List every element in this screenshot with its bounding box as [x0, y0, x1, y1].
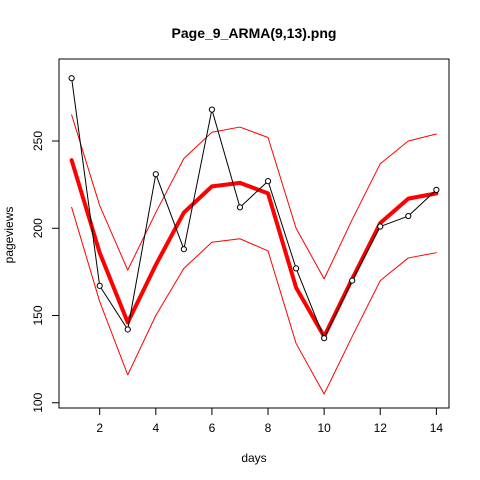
data-point-observed	[292, 265, 300, 272]
data-point-observed	[96, 282, 103, 289]
x-tick-label: 10	[317, 421, 331, 435]
data-point-observed	[433, 186, 440, 193]
data-point-observed	[377, 223, 384, 230]
data-point-observed	[405, 212, 412, 220]
series-line-lower-bound	[71, 206, 437, 395]
data-point-observed	[349, 277, 356, 284]
y-tick-label: 250	[31, 131, 45, 151]
series-line-fitted	[69, 158, 439, 339]
data-point-observed	[208, 106, 216, 113]
data-point-observed	[180, 246, 187, 253]
data-point-observed	[124, 326, 131, 333]
data-point-observed	[321, 335, 328, 342]
data-point-observed	[236, 204, 244, 211]
x-tick-label: 12	[374, 421, 388, 435]
y-tick-label: 200	[31, 218, 45, 238]
data-point-observed	[68, 75, 75, 82]
y-axis-label: pageviews	[2, 207, 16, 264]
x-tick-label: 8	[265, 421, 272, 435]
series-layer	[68, 75, 440, 395]
x-tick-label: 14	[430, 421, 444, 435]
x-tick-label: 2	[96, 421, 103, 435]
data-point-observed	[152, 171, 159, 178]
y-tick-label: 150	[31, 305, 45, 325]
x-tick-label: 6	[209, 421, 216, 435]
chart-title: Page_9_ARMA(9,13).png	[172, 25, 337, 41]
x-axis-label: days	[241, 451, 266, 465]
data-point-observed	[264, 178, 272, 185]
series-line-observed	[71, 77, 437, 339]
y-axis: 100 150 200 250	[31, 131, 60, 413]
x-tick-label: 4	[152, 421, 159, 435]
y-tick-label: 100	[31, 392, 45, 412]
series-line-upper-bound	[71, 114, 437, 280]
x-axis: 2 4 6 8 10 12 14	[96, 407, 444, 435]
plot-frame	[58, 58, 450, 409]
